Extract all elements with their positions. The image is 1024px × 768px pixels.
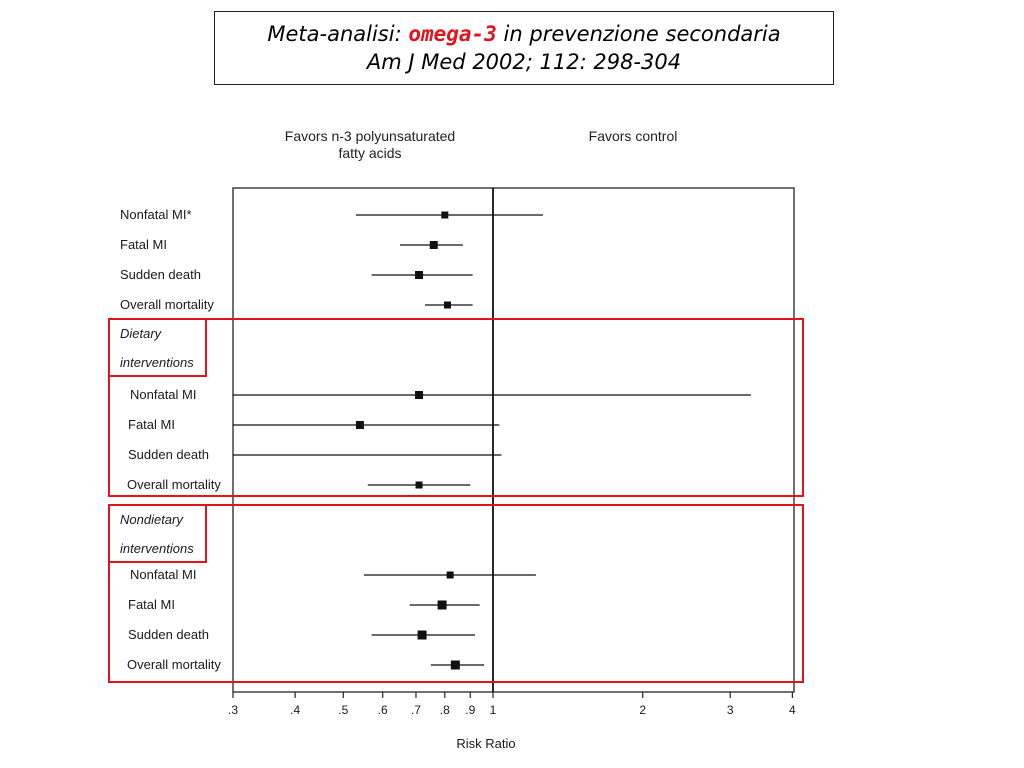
title-prefix: Meta-analisi: (267, 22, 402, 46)
point-estimate (417, 630, 427, 640)
row-label: Overall mortality (127, 657, 221, 672)
header-left-line-1: Favors n-3 polyunsaturated (284, 128, 456, 144)
x-tick-label: 4 (789, 703, 796, 717)
subgroup-box (108, 318, 804, 497)
row-label: Sudden death (128, 627, 209, 642)
point-estimate (355, 421, 364, 429)
header-left-line-2: fatty acids (338, 145, 402, 161)
subgroup-title: Dietary (120, 326, 163, 341)
row-label: Sudden death (120, 267, 201, 282)
x-tick-label: .4 (290, 703, 300, 717)
subgroup-title: interventions (120, 541, 194, 556)
title-suffix: in prevenzione secondaria (503, 22, 781, 46)
row-label: Fatal MI (128, 417, 175, 432)
title-highlight: omega-3 (408, 22, 497, 46)
x-tick-label: .7 (411, 703, 421, 717)
x-tick-label: .6 (378, 703, 388, 717)
row-label: Nonfatal MI* (120, 207, 192, 222)
header-favors-treatment: Favors n-3 polyunsaturated fatty acids (250, 128, 490, 162)
header-favors-control: Favors control (588, 128, 678, 144)
x-tick-label: .3 (228, 703, 238, 717)
slide-title-box: Meta-analisi: omega-3 in prevenzione sec… (214, 11, 834, 85)
citation: Am J Med 2002; 112: 298-304 (366, 50, 682, 74)
point-estimate (415, 481, 423, 489)
plot-frame (232, 187, 795, 693)
x-tick-label: .5 (338, 703, 348, 717)
x-tick-label: 2 (639, 703, 646, 717)
x-tick-label: 1 (490, 703, 497, 717)
point-estimate (441, 211, 449, 219)
point-estimate (415, 391, 424, 399)
x-tick-label: 3 (727, 703, 734, 717)
point-estimate (415, 271, 424, 279)
point-estimate (443, 301, 451, 309)
row-label: Nonfatal MI (130, 567, 196, 582)
subgroup-box (108, 504, 804, 683)
subgroup-title: interventions (120, 355, 194, 370)
row-label: Nonfatal MI (130, 387, 196, 402)
point-estimate (429, 241, 438, 249)
subgroup-title-box (108, 318, 207, 377)
row-label: Overall mortality (120, 297, 214, 312)
x-tick-label: .9 (465, 703, 475, 717)
x-tick-label: .8 (440, 703, 450, 717)
slide-title: Meta-analisi: omega-3 in prevenzione sec… (215, 20, 833, 48)
x-axis-label: Risk Ratio (456, 736, 515, 751)
row-label: Fatal MI (128, 597, 175, 612)
row-label: Sudden death (128, 447, 209, 462)
point-estimate (437, 600, 447, 610)
subgroup-title-box (108, 504, 207, 563)
point-estimate (450, 660, 460, 670)
row-label: Overall mortality (127, 477, 221, 492)
row-label: Fatal MI (120, 237, 167, 252)
subgroup-title: Nondietary (120, 512, 184, 527)
point-estimate (446, 571, 454, 579)
